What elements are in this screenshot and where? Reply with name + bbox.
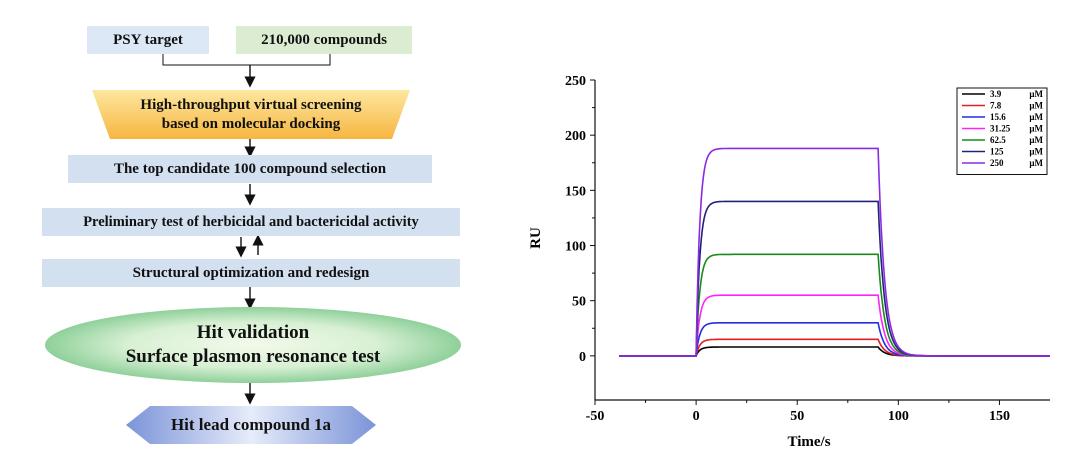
x-tick-label: -50	[586, 409, 605, 424]
y-tick-label: 50	[572, 295, 586, 310]
legend-frame	[956, 87, 1048, 175]
legend-value: 62.5	[990, 135, 1006, 145]
hit-lead-text: Hit lead compound 1a	[150, 406, 352, 444]
y-tick-label: 250	[565, 74, 586, 89]
x-axis-label: Time/s	[787, 434, 830, 450]
y-tick-label: 100	[565, 240, 586, 255]
legend-value: 7.8	[990, 101, 1002, 111]
structural-opt-label: Structural optimization and redesign	[132, 264, 370, 281]
y-tick-label: 200	[565, 129, 586, 144]
legend-value: 250	[990, 158, 1004, 168]
y-tick-label: 0	[579, 350, 586, 365]
spr-chart: -50 0 50 100 150 0 50 100 150 200 250 3.9 μM 7.8 μM 15…	[528, 74, 1050, 450]
legend-unit: μM	[1029, 101, 1043, 111]
psy-target-label: PSY target	[113, 31, 183, 48]
top-candidate-label: The top candidate 100 compound selection	[113, 160, 387, 177]
merge-connector	[162, 54, 331, 66]
hts-trapezoid	[92, 90, 410, 139]
series-line-3.9	[619, 346, 1050, 357]
x-tick-label: 0	[693, 409, 700, 424]
legend-unit: μM	[1029, 147, 1043, 157]
top-candidate-box: The top candidate 100 compound selection	[68, 155, 432, 183]
hit-lead-hexagon	[126, 406, 376, 444]
legend-value: 15.6	[990, 112, 1006, 122]
hit-lead-label: Hit lead compound 1a	[170, 415, 332, 434]
legend-value: 125	[990, 147, 1004, 157]
hit-validation-ellipse	[45, 307, 461, 383]
hts-line-1: High-throughput virtual screening	[140, 96, 362, 113]
legend-unit: μM	[1029, 112, 1043, 122]
hit-validation-line-2: Surface plasmon resonance test	[125, 346, 381, 367]
legend-unit: μM	[1029, 124, 1043, 134]
hts-line-2: based on molecular docking	[161, 115, 341, 132]
structural-opt-box: Structural optimization and redesign	[42, 259, 460, 287]
series-line-250	[619, 147, 1050, 357]
compounds-box: 210,000 compounds	[236, 26, 412, 54]
legend-value: 3.9	[990, 89, 1002, 99]
preliminary-test-label: Preliminary test of herbicidal and bacte…	[83, 213, 419, 230]
chart-axes: -50 0 50 100 150 0 50 100 150 200 250	[565, 74, 1050, 424]
compounds-label: 210,000 compounds	[261, 31, 387, 48]
legend-unit: μM	[1029, 89, 1043, 99]
chart-legend: 3.9 μM 7.8 μM 15.6 μM 31.25 μM 62.5 μM 125 μM 250 μM	[956, 87, 1048, 175]
hts-text: High-throughput virtual screening based …	[110, 90, 392, 139]
y-axis-label: RU	[528, 227, 544, 249]
psy-target-box: PSY target	[87, 26, 209, 54]
series-line-125	[619, 200, 1050, 357]
hit-validation-text: Hit validation Surface plasmon resonance…	[60, 318, 446, 372]
series-line-62.5	[619, 253, 1050, 357]
legend-unit: μM	[1029, 158, 1043, 168]
x-tick-label: 100	[888, 409, 909, 424]
legend-unit: μM	[1029, 135, 1043, 145]
preliminary-test-box: Preliminary test of herbicidal and bacte…	[42, 208, 460, 236]
legend-value: 31.25	[990, 124, 1011, 134]
x-tick-label: 150	[989, 409, 1010, 424]
hit-validation-line-1: Hit validation	[196, 322, 310, 343]
y-tick-label: 150	[565, 184, 586, 199]
x-tick-label: 50	[790, 409, 804, 424]
chart-series	[619, 147, 1050, 357]
flowchart-connectors	[45, 54, 461, 444]
